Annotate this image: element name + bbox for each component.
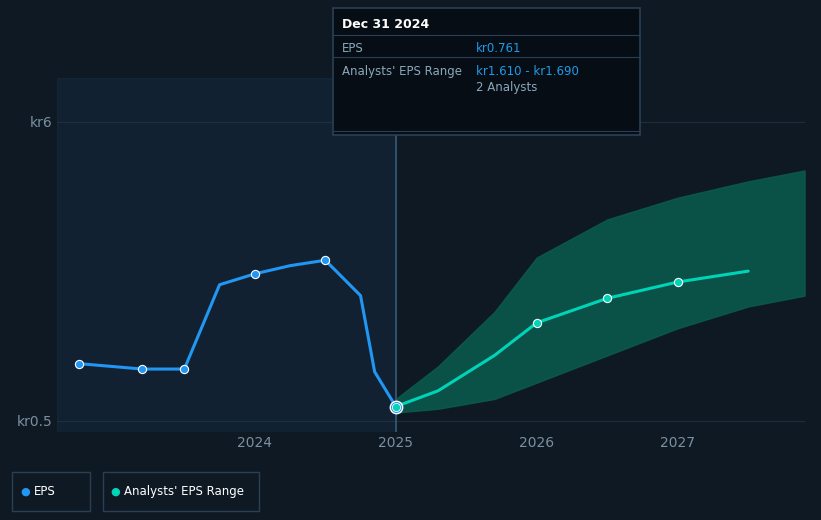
Text: kr1.610 - kr1.690: kr1.610 - kr1.690 [476, 65, 579, 78]
Text: kr0.761: kr0.761 [476, 42, 521, 55]
Text: ●: ● [21, 486, 30, 497]
Text: Analysts Forecasts: Analysts Forecasts [401, 102, 525, 115]
Text: Analysts' EPS Range: Analysts' EPS Range [124, 485, 244, 498]
Point [319, 256, 332, 264]
Text: Analysts' EPS Range: Analysts' EPS Range [342, 65, 462, 78]
Point [389, 402, 402, 411]
Text: EPS: EPS [342, 42, 364, 55]
Bar [57, 78, 396, 432]
Point [389, 402, 402, 411]
Point [72, 359, 85, 368]
Text: EPS: EPS [34, 485, 55, 498]
Point [135, 365, 149, 373]
Point [530, 319, 544, 327]
Text: 2 Analysts: 2 Analysts [476, 81, 538, 94]
Text: Dec 31 2024: Dec 31 2024 [342, 18, 429, 31]
Point [671, 278, 684, 286]
Point [248, 270, 261, 278]
Point [389, 402, 402, 411]
Text: Actual: Actual [350, 102, 392, 115]
Point [178, 365, 191, 373]
Text: ●: ● [111, 486, 121, 497]
Point [601, 294, 614, 303]
